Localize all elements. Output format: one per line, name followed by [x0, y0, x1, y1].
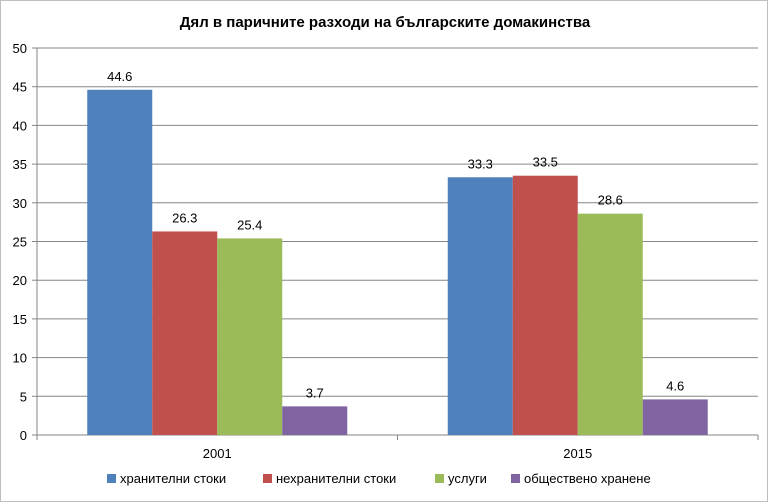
bars: [87, 89, 708, 436]
bar-услуги-2001: [217, 238, 283, 435]
y-tick-label: 25: [13, 235, 27, 250]
legend-swatch: [435, 474, 444, 483]
data-label: 3.7: [306, 385, 324, 400]
data-label: 33.5: [533, 155, 558, 170]
y-tick-label: 45: [13, 80, 27, 95]
chart-title: Дял в паричните разходи на българските д…: [180, 14, 591, 31]
data-label: 26.3: [172, 210, 197, 225]
data-label: 4.6: [666, 378, 684, 393]
y-tick-label: 50: [13, 41, 27, 56]
y-tick-label: 40: [13, 118, 27, 133]
bar-нехранителни-стоки-2001: [152, 231, 218, 435]
y-tick-label: 0: [20, 428, 27, 443]
bar-обществено-хранене-2015: [642, 399, 708, 435]
y-tick-label: 15: [13, 312, 27, 327]
legend-label: услуги: [448, 471, 487, 486]
y-tick-label: 10: [13, 351, 27, 366]
data-label: 33.3: [468, 156, 493, 171]
legend-label: обществено хранене: [524, 471, 651, 486]
bar-услуги-2015: [577, 213, 643, 435]
data-label: 25.4: [237, 217, 262, 232]
y-tick-label: 30: [13, 196, 27, 211]
y-tick-label: 35: [13, 157, 27, 172]
x-tick-label: 2001: [203, 446, 232, 461]
data-label: 44.6: [107, 69, 132, 84]
legend-swatch: [263, 474, 272, 483]
bar-обществено-хранене-2001: [282, 406, 348, 435]
bar-хранителни-стоки-2001: [87, 89, 153, 436]
y-axis-ticks: 0 5 10 15 20 25 30 35 40 45 50: [13, 41, 27, 443]
legend-label: нехранителни стоки: [276, 471, 396, 486]
data-labels: 44.6 26.3 25.4 3.7 33.3 33.5 28.6 4.6: [107, 69, 684, 401]
bar-нехранителни-стоки-2015: [512, 175, 578, 435]
legend-label: хранителни стоки: [120, 471, 226, 486]
legend-swatch: [107, 474, 116, 483]
legend-swatch: [511, 474, 520, 483]
x-tick-label: 2015: [563, 446, 592, 461]
x-axis-ticks: 2001 2015: [203, 446, 592, 461]
y-tick-label: 5: [20, 389, 27, 404]
bar-хранителни-стоки-2015: [447, 177, 513, 435]
data-label: 28.6: [598, 193, 623, 208]
legend: хранителни стоки нехранителни стоки услуги…: [107, 471, 651, 486]
y-tick-label: 20: [13, 273, 27, 288]
